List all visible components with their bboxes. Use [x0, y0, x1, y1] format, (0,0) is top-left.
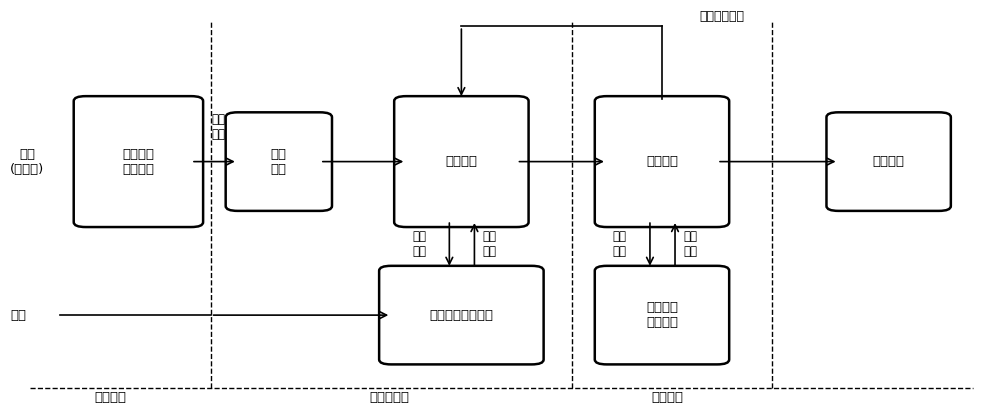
Text: 安装处理
容错处理: 安装处理 容错处理: [645, 301, 677, 329]
Text: 任务制定: 任务制定: [94, 391, 126, 404]
FancyBboxPatch shape: [594, 266, 728, 364]
Text: 升级包下载及校验: 升级包下载及校验: [429, 309, 493, 322]
Text: 多次下载失败: 多次下载失败: [699, 10, 743, 23]
Text: 安装管理: 安装管理: [645, 155, 677, 168]
Text: 任务结束: 任务结束: [872, 155, 904, 168]
FancyBboxPatch shape: [826, 112, 950, 211]
Text: 下载
结果: 下载 结果: [482, 230, 496, 259]
FancyBboxPatch shape: [74, 96, 202, 227]
Text: 控制
下载: 控制 下载: [412, 230, 426, 259]
Text: 升级
结果: 升级 结果: [682, 230, 696, 259]
Text: 安装更新: 安装更新: [650, 391, 682, 404]
FancyBboxPatch shape: [225, 112, 332, 211]
Text: 控制
升级: 控制 升级: [612, 230, 626, 259]
Text: 下载管理: 下载管理: [445, 155, 477, 168]
Text: 升级更新
任务设定: 升级更新 任务设定: [122, 147, 154, 176]
FancyBboxPatch shape: [394, 96, 528, 227]
FancyBboxPatch shape: [594, 96, 728, 227]
Text: 终端: 终端: [10, 309, 26, 322]
Text: 任务
启动: 任务 启动: [211, 113, 225, 141]
FancyBboxPatch shape: [379, 266, 543, 364]
Text: 平台
(服务端): 平台 (服务端): [10, 147, 44, 176]
Text: 更新
触发: 更新 触发: [271, 147, 287, 176]
Text: 升级包下载: 升级包下载: [369, 391, 409, 404]
